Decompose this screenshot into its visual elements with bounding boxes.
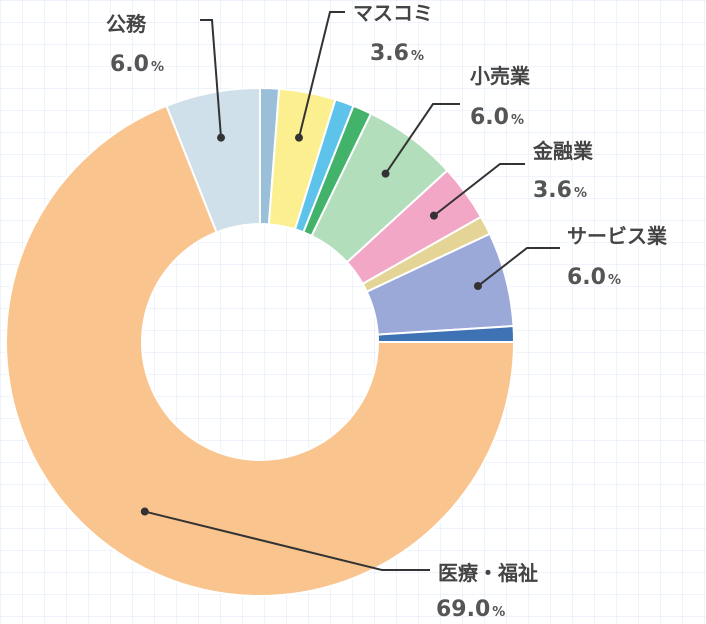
leader-line-5	[477, 247, 560, 287]
label-name: 小売業	[470, 64, 531, 88]
label-value: 3.6%	[533, 178, 587, 203]
label-name: 金融業	[532, 139, 594, 163]
label-name: マスコミ	[353, 1, 433, 25]
label-value: 69.0%	[436, 597, 505, 622]
leader-line-3	[384, 103, 460, 175]
leader-line-4	[433, 163, 525, 217]
label-service: サービス業 6.0%	[567, 224, 668, 290]
leader-line-0	[144, 510, 430, 571]
leader-dot-2	[294, 133, 303, 142]
leader-dot-4	[429, 211, 438, 220]
label-name: 医療・福祉	[438, 561, 538, 585]
leader-line-1	[200, 19, 223, 138]
label-value: 3.6%	[370, 41, 424, 66]
label-kouri: 小売業 6.0%	[470, 64, 531, 130]
label-value: 6.0%	[470, 105, 524, 130]
label-iryou: 医療・福祉 69.0%	[436, 561, 538, 622]
leader-dot-5	[473, 282, 482, 291]
donut-slices	[5, 86, 516, 597]
slice-10	[376, 324, 516, 343]
leader-lines	[140, 11, 560, 571]
label-name: サービス業	[567, 224, 668, 248]
slice-0	[5, 104, 516, 597]
label-value: 6.0%	[567, 265, 621, 290]
leader-line-2	[298, 11, 345, 138]
label-value: 6.0%	[110, 52, 164, 77]
label-kinyu: 金融業 3.6%	[532, 139, 594, 203]
leader-dot-0	[140, 507, 149, 516]
label-koumu: 公務 6.0%	[106, 12, 164, 77]
leader-dot-3	[381, 169, 390, 178]
label-name: 公務	[106, 12, 147, 36]
label-masukomi: マスコミ 3.6%	[353, 1, 433, 66]
leader-dot-1	[217, 133, 226, 142]
